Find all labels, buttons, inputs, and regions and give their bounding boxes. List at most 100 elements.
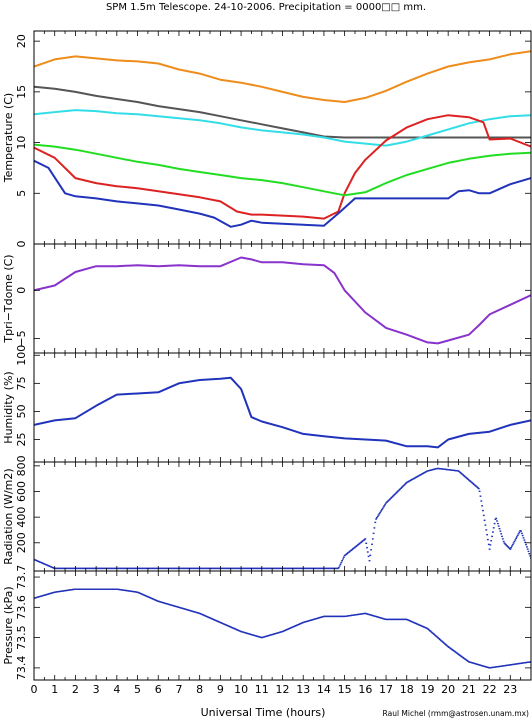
- data-point: [380, 510, 382, 512]
- data-point: [521, 534, 524, 537]
- data-point: [522, 537, 525, 539]
- x-tick-label: 22: [483, 683, 497, 696]
- data-point: [144, 595, 147, 597]
- data-point: [401, 485, 404, 488]
- data-point: [464, 476, 467, 478]
- y-tick-label: 15: [15, 85, 28, 99]
- panel-frame: [33, 461, 532, 572]
- data-point: [429, 630, 432, 633]
- x-tick-label: 17: [379, 683, 393, 696]
- data-point: [500, 533, 503, 535]
- series-temperature-4: [34, 143, 531, 197]
- y-axis-label: Radiation (W/m2): [2, 468, 15, 564]
- credit-text: Raul Michel (rmm@astrosen.unam.mx): [383, 709, 530, 718]
- data-point: [408, 619, 411, 622]
- data-point: [299, 567, 302, 570]
- y-tick-label: 10: [15, 136, 28, 150]
- data-point: [48, 592, 51, 595]
- y-tick-label: 73.7: [15, 565, 28, 590]
- data-point: [268, 634, 271, 637]
- data-point: [493, 522, 496, 525]
- data-point: [51, 566, 54, 569]
- x-tick-label: 19: [420, 683, 434, 696]
- data-point: [376, 517, 378, 519]
- y-tick-label: 25: [15, 433, 28, 447]
- series-temperature-0: [34, 50, 531, 103]
- data-point: [339, 563, 342, 565]
- data-point: [388, 499, 391, 501]
- y-tick-label: 75: [15, 376, 28, 390]
- data-point: [461, 656, 464, 658]
- data-point: [458, 471, 461, 473]
- data-point: [437, 467, 440, 470]
- data-point: [517, 533, 520, 535]
- y-tick-label: 0: [15, 287, 28, 294]
- data-point: [506, 545, 508, 547]
- data-point: [525, 543, 527, 546]
- data-point: [519, 530, 522, 532]
- data-point: [498, 528, 501, 530]
- data-point: [386, 501, 388, 503]
- data-point: [405, 481, 408, 484]
- data-point: [518, 531, 521, 533]
- data-point: [497, 522, 499, 525]
- series-temperature-5: [34, 159, 531, 228]
- data-point: [400, 487, 402, 489]
- data-point: [270, 567, 273, 570]
- data-point: [480, 500, 483, 502]
- series-line: [34, 256, 531, 345]
- data-point: [515, 537, 517, 540]
- data-point: [297, 567, 300, 570]
- data-point: [224, 624, 227, 626]
- x-tick-label: 21: [462, 683, 476, 696]
- data-point: [377, 514, 380, 516]
- data-point: [476, 486, 479, 488]
- data-point: [395, 491, 398, 494]
- y-tick-label: −5: [15, 330, 28, 346]
- data-point: [504, 543, 507, 545]
- data-point: [200, 567, 203, 570]
- x-tick-label: 0: [31, 683, 38, 696]
- data-point: [437, 637, 440, 639]
- data-point: [371, 543, 373, 545]
- data-point: [495, 517, 498, 520]
- data-point: [433, 633, 435, 635]
- data-point: [369, 554, 372, 556]
- data-point: [512, 542, 515, 544]
- data-point: [390, 496, 393, 498]
- y-tick-label: 73.5: [15, 625, 28, 650]
- x-tick-label: 10: [234, 683, 248, 696]
- data-point: [479, 495, 482, 497]
- series-line: [34, 143, 531, 197]
- x-tick-label: 9: [217, 683, 224, 696]
- data-point: [470, 481, 473, 483]
- data-point: [482, 509, 484, 512]
- data-point: [394, 493, 397, 495]
- data-point: [507, 546, 510, 549]
- data-point: [371, 538, 374, 540]
- data-point: [395, 492, 397, 494]
- y-tick-label: 600: [15, 481, 28, 502]
- data-point: [434, 468, 437, 470]
- data-point: [405, 482, 407, 484]
- data-point: [197, 612, 200, 614]
- data-point: [477, 487, 480, 490]
- data-point: [513, 540, 516, 543]
- x-tick-label: 23: [503, 683, 517, 696]
- data-point: [386, 500, 389, 503]
- data-point: [521, 532, 523, 535]
- data-point: [510, 547, 512, 549]
- data-point: [436, 636, 439, 638]
- data-point: [467, 478, 469, 480]
- data-point: [51, 592, 54, 594]
- data-point: [390, 497, 392, 499]
- data-point: [379, 511, 382, 514]
- data-point: [497, 525, 500, 527]
- data-point: [528, 553, 531, 555]
- series-line: [34, 376, 531, 449]
- data-point: [253, 634, 256, 637]
- x-tick-label: 14: [317, 683, 331, 696]
- data-point: [268, 567, 271, 570]
- data-point: [374, 521, 377, 524]
